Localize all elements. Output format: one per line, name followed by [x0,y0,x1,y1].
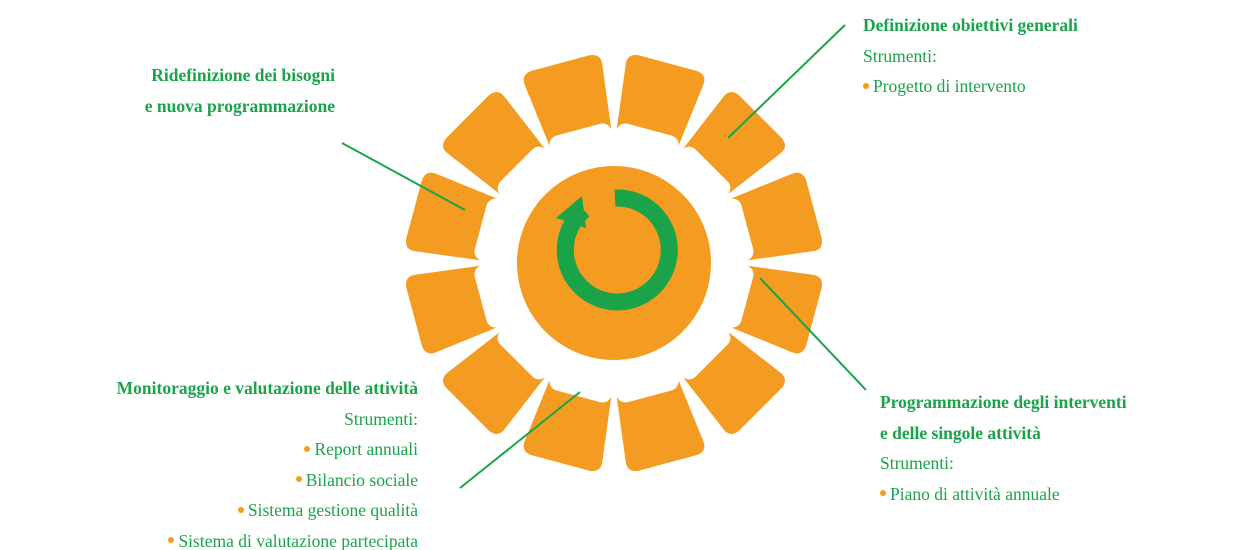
ray [405,265,497,354]
tool-item: Progetto di intervento [863,71,1078,102]
label-block: Monitoraggio e valutazione delle attivit… [117,373,418,550]
ray [731,265,823,354]
sun-core [517,166,711,360]
connector [727,24,846,139]
ray [616,54,705,146]
title-line: e delle singole attività [880,422,1041,443]
label-block: Ridefinizione dei bisogni e nuova program… [145,60,335,121]
title-line: Monitoraggio e valutazione delle attivit… [116,378,418,398]
subtitle: Strumenti: [863,45,937,66]
label-block: Definizione obiettivi generali Strumenti:… [863,10,1078,102]
tool-item: Piano di attività annuale [880,479,1127,510]
connector [759,277,867,391]
connector [459,391,581,489]
ray [523,54,612,146]
subtitle: Strumenti: [880,453,954,473]
ray [443,92,545,194]
ray [731,172,823,261]
title-line: Definizione obiettivi generali [863,15,1078,35]
tool-item: Sistema gestione qualità [117,495,418,526]
title-line: Ridefinizione dei bisogni [151,65,335,85]
tool-item: Bilancio sociale [117,465,418,496]
subtitle: Strumenti: [344,408,418,429]
ray [683,332,785,434]
title-line: e nuova programmazione [144,95,335,116]
ray [683,92,785,194]
ray [616,380,705,472]
ray [405,172,497,261]
cycle-arrow [556,189,678,311]
label-block: Programmazione degli interventi e delle s… [880,387,1127,509]
connectors [341,24,867,489]
connector [341,142,466,211]
ray [443,332,545,434]
tool-item: Report annuali [117,434,418,465]
rays [405,54,823,472]
title-line: Programmazione degli interventi [880,392,1127,412]
tool-item: Sistema di valutazione partecipata [117,526,418,550]
cycle-arrow-head [556,196,586,228]
ray [523,380,612,472]
